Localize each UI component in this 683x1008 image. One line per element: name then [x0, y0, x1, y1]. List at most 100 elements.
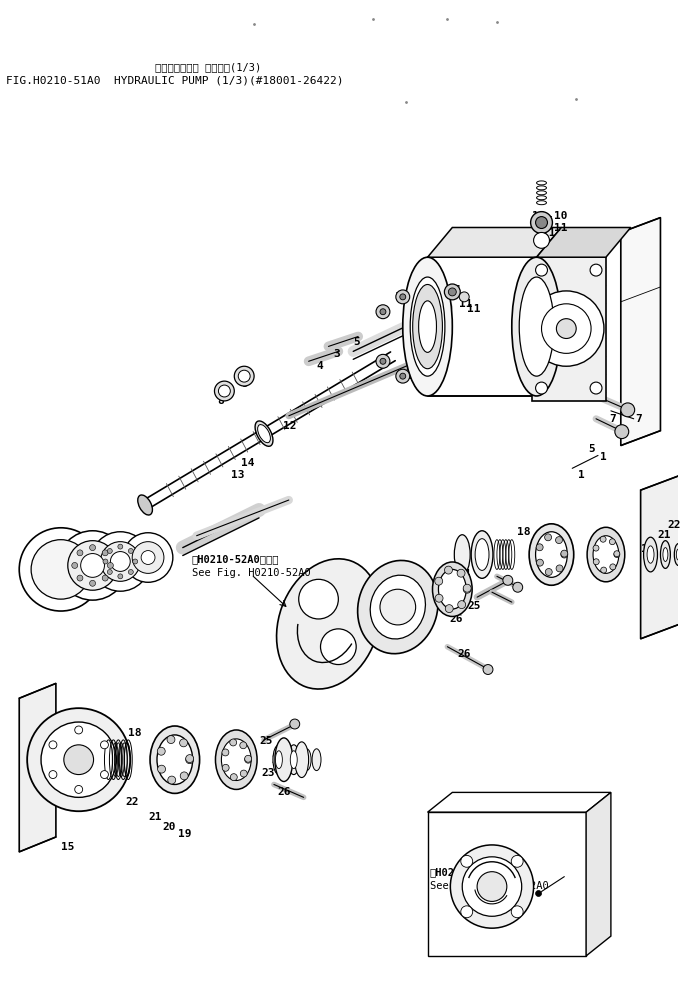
- Circle shape: [610, 563, 616, 570]
- Circle shape: [555, 536, 563, 543]
- Ellipse shape: [358, 560, 438, 653]
- Circle shape: [396, 369, 410, 383]
- Circle shape: [102, 549, 108, 555]
- Text: 26: 26: [458, 649, 471, 658]
- Text: 30: 30: [57, 555, 70, 565]
- Circle shape: [214, 381, 234, 401]
- Circle shape: [590, 382, 602, 394]
- Text: 10: 10: [555, 211, 568, 221]
- Circle shape: [72, 562, 78, 569]
- Circle shape: [529, 291, 604, 366]
- Ellipse shape: [643, 537, 658, 572]
- Circle shape: [376, 304, 390, 319]
- Ellipse shape: [302, 749, 311, 770]
- Circle shape: [601, 568, 607, 573]
- Ellipse shape: [593, 535, 619, 574]
- Text: 2: 2: [406, 371, 413, 381]
- Text: 25: 25: [467, 601, 481, 611]
- Circle shape: [118, 544, 123, 549]
- Circle shape: [535, 264, 548, 276]
- Circle shape: [561, 551, 568, 558]
- Ellipse shape: [257, 424, 270, 443]
- Text: 19: 19: [641, 543, 654, 553]
- Text: 21: 21: [148, 812, 162, 823]
- Circle shape: [100, 741, 109, 749]
- Circle shape: [477, 872, 507, 901]
- Circle shape: [58, 531, 127, 600]
- Text: 29: 29: [148, 543, 162, 553]
- Text: 21: 21: [658, 530, 671, 539]
- Circle shape: [49, 741, 57, 749]
- Ellipse shape: [676, 549, 680, 560]
- Ellipse shape: [454, 534, 470, 575]
- Circle shape: [380, 358, 386, 364]
- Circle shape: [459, 292, 469, 301]
- Text: 24: 24: [443, 585, 456, 595]
- Circle shape: [400, 373, 406, 379]
- Circle shape: [536, 559, 544, 566]
- Ellipse shape: [512, 257, 561, 396]
- Circle shape: [128, 548, 133, 553]
- Polygon shape: [641, 475, 680, 639]
- Circle shape: [556, 564, 563, 572]
- Text: 22: 22: [667, 520, 681, 530]
- Circle shape: [593, 545, 599, 551]
- Text: 8: 8: [217, 396, 224, 406]
- Circle shape: [513, 583, 522, 593]
- Circle shape: [77, 576, 83, 581]
- Polygon shape: [537, 228, 630, 257]
- Circle shape: [219, 385, 230, 397]
- Text: 7: 7: [609, 414, 615, 423]
- Polygon shape: [428, 812, 586, 956]
- Circle shape: [512, 856, 523, 867]
- Text: ハイドロリック ポンプ　(1/3): ハイドロリック ポンプ (1/3): [155, 61, 262, 72]
- Ellipse shape: [288, 745, 300, 774]
- Text: 23: 23: [475, 557, 488, 568]
- Ellipse shape: [471, 531, 493, 579]
- Ellipse shape: [432, 562, 472, 617]
- Circle shape: [435, 578, 443, 585]
- Circle shape: [298, 580, 338, 619]
- Circle shape: [158, 765, 165, 773]
- Text: 20: 20: [162, 823, 176, 833]
- Circle shape: [229, 739, 237, 746]
- Circle shape: [133, 559, 138, 563]
- Ellipse shape: [413, 284, 443, 369]
- Circle shape: [222, 749, 229, 756]
- Circle shape: [400, 294, 406, 299]
- Polygon shape: [428, 792, 611, 812]
- Text: 4: 4: [316, 361, 323, 371]
- Circle shape: [614, 550, 619, 556]
- Text: 25: 25: [259, 736, 273, 746]
- Circle shape: [376, 355, 390, 368]
- Circle shape: [445, 566, 452, 574]
- Ellipse shape: [221, 739, 251, 780]
- Circle shape: [544, 534, 552, 540]
- Text: 10: 10: [376, 306, 389, 317]
- Ellipse shape: [529, 524, 574, 586]
- Circle shape: [533, 233, 549, 248]
- Circle shape: [77, 549, 83, 555]
- Circle shape: [180, 739, 188, 747]
- Text: 6: 6: [454, 285, 460, 295]
- Circle shape: [107, 562, 113, 569]
- Ellipse shape: [663, 547, 668, 561]
- Circle shape: [102, 576, 108, 581]
- Ellipse shape: [157, 735, 193, 784]
- Circle shape: [445, 284, 460, 299]
- Text: 24: 24: [271, 755, 284, 765]
- Circle shape: [74, 726, 83, 734]
- Ellipse shape: [290, 751, 297, 769]
- Text: 7: 7: [636, 414, 643, 423]
- Circle shape: [463, 586, 471, 593]
- Circle shape: [124, 533, 173, 583]
- Circle shape: [535, 382, 548, 394]
- Text: 23: 23: [261, 768, 275, 777]
- Ellipse shape: [403, 257, 452, 396]
- Circle shape: [133, 541, 164, 574]
- Circle shape: [100, 770, 109, 778]
- Text: 13: 13: [232, 471, 245, 480]
- Text: 25: 25: [452, 590, 466, 599]
- Circle shape: [531, 212, 553, 234]
- Circle shape: [396, 290, 410, 303]
